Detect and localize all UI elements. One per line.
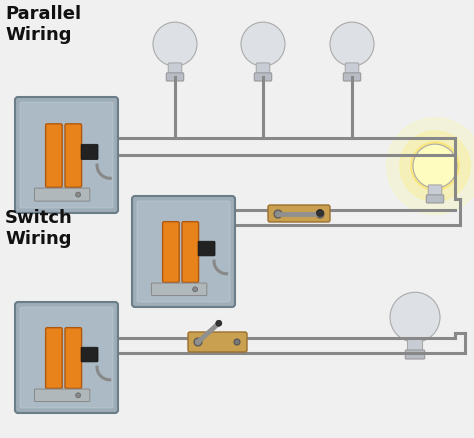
FancyBboxPatch shape: [256, 64, 270, 76]
FancyBboxPatch shape: [81, 145, 98, 160]
Circle shape: [234, 339, 240, 345]
FancyBboxPatch shape: [182, 222, 199, 283]
Circle shape: [216, 321, 222, 326]
FancyBboxPatch shape: [152, 283, 207, 296]
Circle shape: [153, 23, 197, 67]
FancyBboxPatch shape: [408, 339, 422, 352]
FancyBboxPatch shape: [168, 64, 182, 76]
FancyBboxPatch shape: [188, 332, 247, 352]
FancyBboxPatch shape: [137, 201, 230, 302]
Circle shape: [387, 118, 474, 215]
Circle shape: [317, 210, 323, 217]
Circle shape: [76, 193, 81, 198]
Text: Switch
Wiring: Switch Wiring: [5, 208, 73, 247]
Circle shape: [330, 23, 374, 67]
Circle shape: [274, 211, 282, 219]
FancyBboxPatch shape: [15, 302, 118, 413]
FancyBboxPatch shape: [46, 328, 62, 389]
FancyBboxPatch shape: [163, 222, 179, 283]
FancyBboxPatch shape: [426, 195, 444, 204]
Circle shape: [194, 338, 202, 346]
FancyBboxPatch shape: [20, 307, 113, 408]
Circle shape: [76, 393, 81, 398]
FancyBboxPatch shape: [46, 124, 62, 188]
FancyBboxPatch shape: [254, 74, 272, 82]
FancyBboxPatch shape: [198, 242, 215, 256]
FancyBboxPatch shape: [35, 389, 90, 402]
FancyBboxPatch shape: [132, 197, 235, 307]
FancyBboxPatch shape: [166, 74, 184, 82]
Text: Parallel
Wiring: Parallel Wiring: [5, 5, 81, 44]
FancyBboxPatch shape: [428, 186, 442, 198]
FancyBboxPatch shape: [20, 103, 113, 208]
FancyBboxPatch shape: [343, 74, 361, 82]
FancyBboxPatch shape: [65, 124, 82, 188]
Circle shape: [241, 23, 285, 67]
Circle shape: [390, 293, 440, 343]
FancyBboxPatch shape: [65, 328, 82, 389]
FancyBboxPatch shape: [405, 350, 425, 359]
Circle shape: [413, 145, 457, 189]
FancyBboxPatch shape: [15, 98, 118, 213]
Circle shape: [192, 287, 198, 292]
Circle shape: [411, 143, 459, 191]
FancyBboxPatch shape: [268, 205, 330, 223]
FancyBboxPatch shape: [81, 347, 98, 362]
Circle shape: [400, 132, 470, 202]
FancyBboxPatch shape: [345, 64, 359, 76]
Circle shape: [316, 211, 324, 219]
FancyBboxPatch shape: [35, 189, 90, 201]
